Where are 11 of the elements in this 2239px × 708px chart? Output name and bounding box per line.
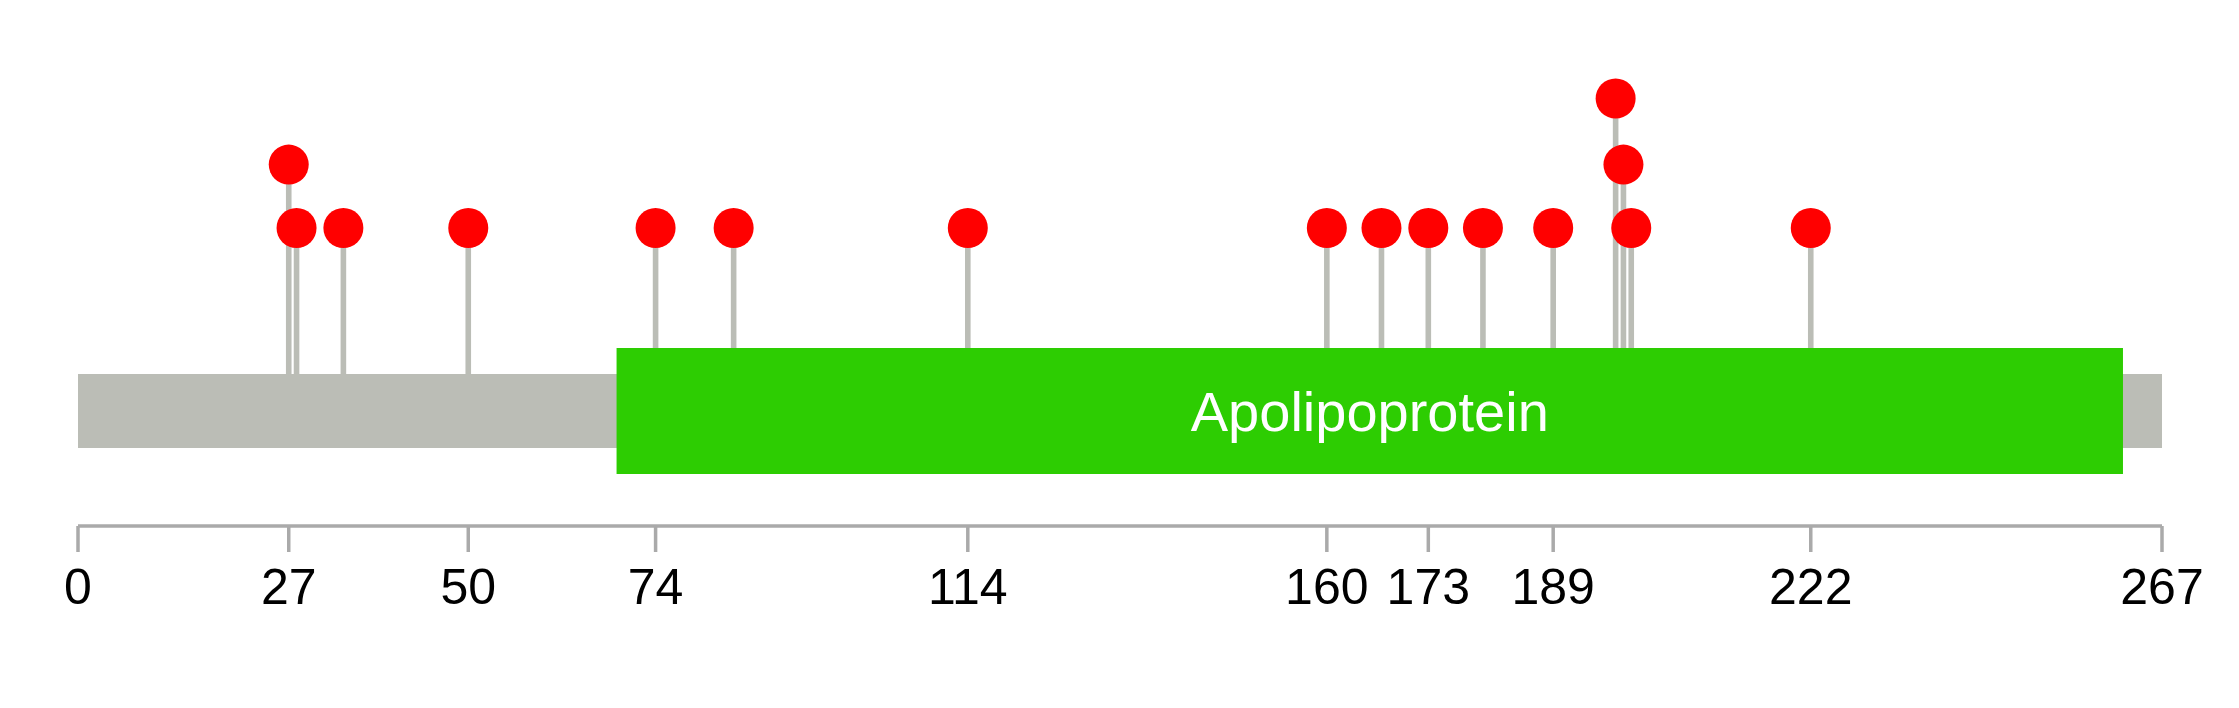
x-tick-label: 267 — [2120, 559, 2204, 615]
x-tick-label: 173 — [1386, 559, 1471, 615]
x-tick-label: 189 — [1511, 559, 1595, 615]
x-tick-label: 160 — [1285, 559, 1369, 615]
x-tick-label: 74 — [627, 559, 684, 615]
x-tick-label: 50 — [440, 559, 497, 615]
x-tick-label: 27 — [260, 559, 317, 615]
band-label: Apolipoprotein — [1190, 380, 1549, 443]
x-tick-label: 114 — [927, 559, 1008, 615]
x-tick-label: 222 — [1769, 559, 1853, 615]
x-tick-label: 0 — [64, 559, 92, 615]
